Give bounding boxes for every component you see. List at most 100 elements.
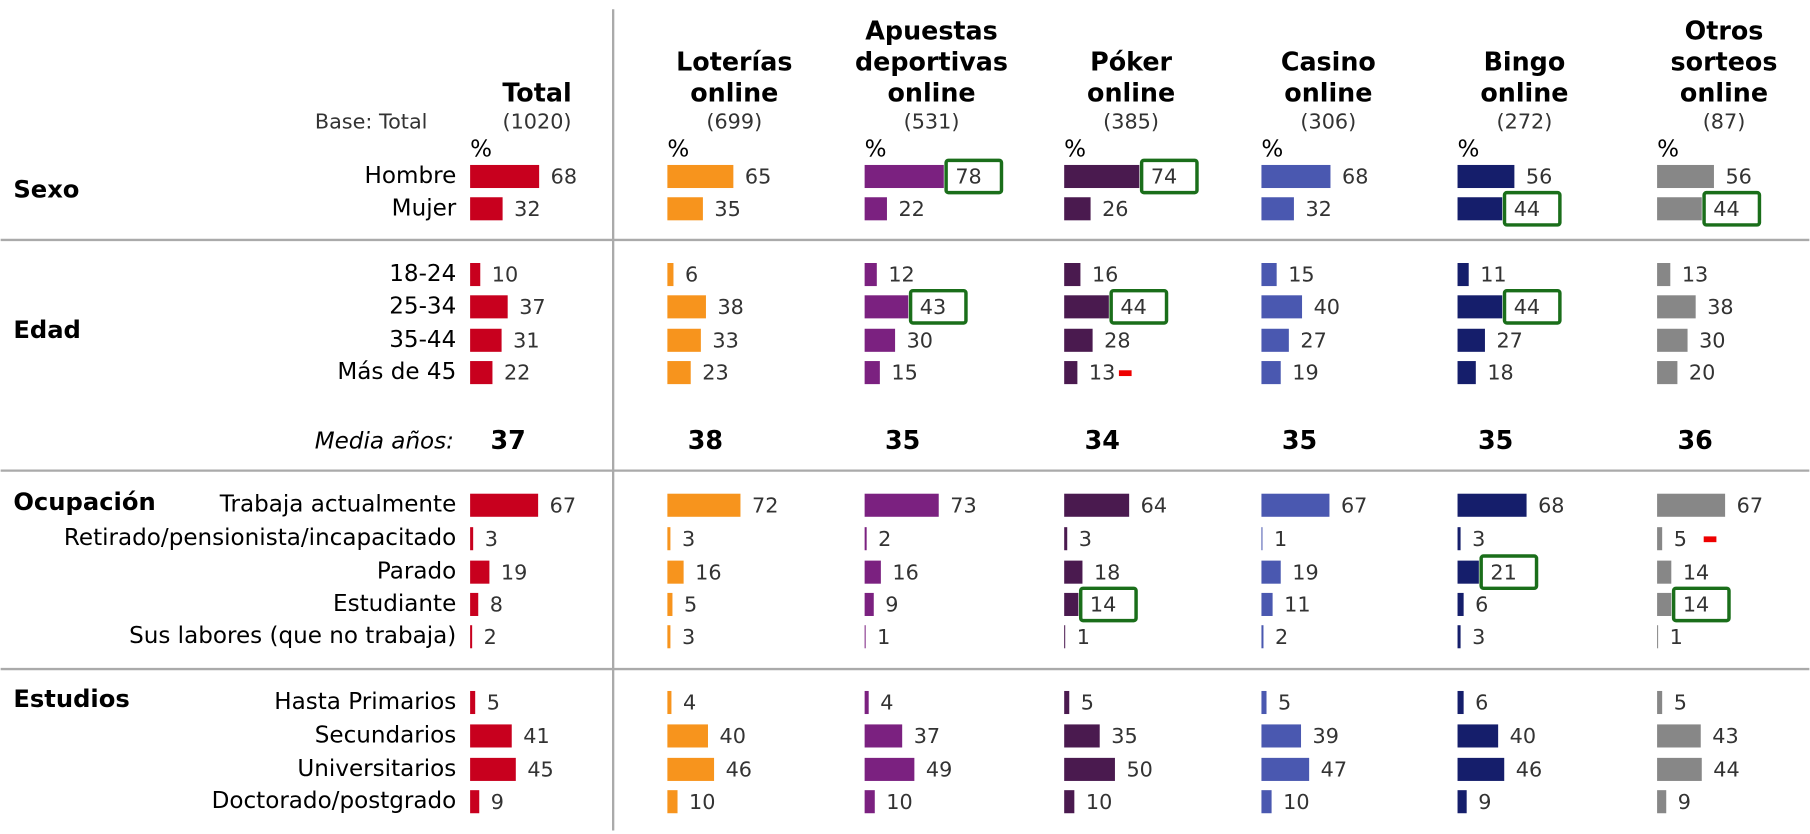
value-label: 14 bbox=[1683, 560, 1709, 584]
value-label: 67 bbox=[1737, 493, 1763, 517]
highlight-box bbox=[1139, 158, 1199, 195]
bar bbox=[864, 263, 877, 287]
row-label: Más de 45 bbox=[337, 359, 456, 385]
row-label: Universitarios bbox=[297, 756, 456, 782]
value-label: 56 bbox=[1526, 165, 1552, 189]
bar bbox=[864, 361, 880, 385]
value-label: 19 bbox=[1292, 361, 1318, 385]
bar bbox=[864, 560, 881, 584]
value-label: 67 bbox=[1341, 493, 1367, 517]
value-label: 3 bbox=[485, 527, 498, 551]
bar bbox=[1261, 328, 1289, 352]
row-label: Mujer bbox=[392, 195, 457, 221]
bar bbox=[1261, 757, 1310, 781]
group-label: Estudios bbox=[13, 685, 129, 713]
bar bbox=[1064, 560, 1083, 584]
bar bbox=[470, 493, 539, 517]
bar bbox=[864, 790, 875, 814]
value-label: 37 bbox=[914, 724, 940, 748]
bar bbox=[864, 592, 874, 616]
value-label: 38 bbox=[717, 295, 743, 319]
value-label: 39 bbox=[1313, 724, 1339, 748]
bar bbox=[864, 164, 944, 189]
bar bbox=[470, 527, 474, 551]
bar bbox=[1261, 295, 1303, 319]
column-title: online bbox=[1284, 78, 1372, 108]
value-label: 40 bbox=[1510, 724, 1536, 748]
value-label: 19 bbox=[501, 560, 527, 584]
bar bbox=[1657, 361, 1678, 385]
row-label: Trabaja actualmente bbox=[219, 492, 456, 518]
column-base: (531) bbox=[904, 109, 960, 133]
mean-label: Media años: bbox=[315, 428, 454, 454]
value-label: 14 bbox=[1090, 593, 1116, 617]
low-marker bbox=[1118, 370, 1132, 377]
bar bbox=[1064, 757, 1115, 781]
bar bbox=[470, 263, 481, 287]
highlight-box bbox=[1671, 586, 1731, 623]
percent-sign: % bbox=[1657, 136, 1679, 162]
value-label: 33 bbox=[712, 328, 738, 352]
value-label: 14 bbox=[1683, 593, 1709, 617]
value-label: 10 bbox=[886, 790, 912, 814]
percent-sign: % bbox=[1458, 136, 1480, 162]
bar bbox=[1261, 197, 1294, 221]
row-label: Estudiante bbox=[333, 591, 456, 617]
bar bbox=[1261, 164, 1331, 189]
bar bbox=[1657, 328, 1688, 352]
bar bbox=[864, 527, 867, 551]
bar bbox=[1657, 493, 1726, 517]
value-label: 27 bbox=[1496, 328, 1522, 352]
column-base: (306) bbox=[1300, 109, 1356, 133]
column-base: (272) bbox=[1497, 109, 1553, 133]
value-label: 6 bbox=[1475, 691, 1488, 715]
value-label: 23 bbox=[702, 361, 728, 385]
column-base: (385) bbox=[1103, 109, 1159, 133]
bar bbox=[1064, 197, 1091, 221]
value-label: 32 bbox=[514, 197, 540, 221]
bar bbox=[1261, 592, 1273, 616]
mean-value: 38 bbox=[688, 425, 723, 455]
bar bbox=[1457, 625, 1461, 649]
value-label: 10 bbox=[492, 263, 518, 287]
value-label: 35 bbox=[714, 197, 740, 221]
bar bbox=[667, 295, 706, 319]
bar bbox=[1064, 295, 1109, 319]
value-label: 64 bbox=[1141, 493, 1167, 517]
bar bbox=[1457, 493, 1527, 517]
value-label: 30 bbox=[1699, 328, 1725, 352]
value-label: 44 bbox=[1120, 295, 1146, 319]
row-label: Hombre bbox=[365, 163, 457, 189]
value-label: 9 bbox=[1478, 790, 1491, 814]
value-label: 9 bbox=[885, 593, 898, 617]
value-label: 13 bbox=[1089, 361, 1115, 385]
bar bbox=[1064, 625, 1066, 649]
value-label: 68 bbox=[551, 165, 577, 189]
value-label: 10 bbox=[1283, 790, 1309, 814]
bar bbox=[667, 592, 673, 616]
value-label: 44 bbox=[1713, 758, 1739, 782]
bar bbox=[1457, 724, 1499, 748]
bar bbox=[1457, 560, 1479, 584]
bar bbox=[1457, 592, 1464, 616]
row-label: Sus labores (que no trabaja) bbox=[129, 623, 456, 649]
value-label: 16 bbox=[1092, 263, 1118, 287]
bar bbox=[1261, 493, 1330, 517]
value-label: 30 bbox=[907, 328, 933, 352]
bar bbox=[1657, 295, 1696, 319]
column-title: Loterías bbox=[676, 46, 792, 76]
value-label: 20 bbox=[1689, 361, 1715, 385]
value-label: 31 bbox=[513, 328, 539, 352]
highlight-box bbox=[1502, 190, 1562, 227]
value-label: 15 bbox=[891, 361, 917, 385]
bar bbox=[667, 527, 671, 551]
bar bbox=[1064, 361, 1078, 385]
group-label: Sexo bbox=[13, 175, 79, 203]
column-title: online bbox=[1480, 78, 1568, 108]
value-label: 2 bbox=[1275, 625, 1288, 649]
value-label: 40 bbox=[720, 724, 746, 748]
value-label: 13 bbox=[1682, 263, 1708, 287]
bar bbox=[470, 560, 490, 584]
value-label: 26 bbox=[1102, 197, 1128, 221]
